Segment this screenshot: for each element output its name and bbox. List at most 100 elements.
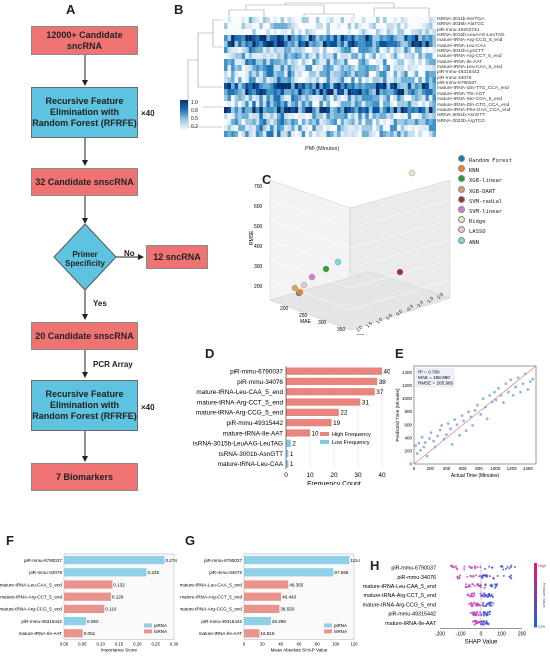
c-mae-tick: 300 [318, 320, 327, 326]
h-point [463, 565, 466, 568]
heatmap-xlabel: PMI (Minutes) [305, 146, 340, 152]
f-x-tick: 0.10 [96, 641, 105, 646]
c-z-tick: 0.0 [395, 308, 403, 316]
d-value-label: 19 [333, 420, 341, 427]
d-bar [286, 388, 375, 396]
d-legend-high: High Frequency [332, 432, 371, 438]
h-point [470, 594, 473, 597]
d-legend-swatch-high [320, 432, 329, 436]
h-point [459, 574, 462, 577]
heatmap-row-label: mature-tRNA-Gln-CTG_CCA_end [437, 102, 510, 108]
shap-bar-chart: piR-mmu-6790037 115.041 piR-mmu-34076 97.56… [180, 553, 360, 652]
e-point [504, 382, 508, 386]
d-x-tick: 20 [330, 472, 338, 479]
e-point [438, 428, 442, 432]
c-legend-label: KNN [469, 168, 479, 175]
heatmap-row-label: mature-tRNA-Gln-TTG_CCA_end [437, 86, 509, 92]
f-bar [64, 580, 113, 589]
h-point [476, 610, 479, 613]
h-point [479, 592, 482, 595]
c-z-tick: 1.5 [365, 320, 373, 328]
h-point [486, 596, 489, 599]
heatmap-row-label: tsRNA-3022b-ArgTCG [437, 118, 485, 124]
e-point [485, 417, 489, 421]
e-point [440, 424, 444, 427]
e-x-tick: 1000 [490, 466, 501, 471]
h-point [479, 574, 482, 577]
f-bar [64, 556, 165, 565]
d-category-label: piR-mmu-6790037 [230, 368, 283, 375]
repeat-label-1: ×40 [141, 109, 155, 118]
f-value-label: 0.132 [113, 582, 125, 587]
e-point [460, 414, 464, 418]
h-point [486, 610, 489, 613]
h-point [488, 602, 491, 605]
c-legend-dot [458, 165, 465, 173]
panel-letter-a: A [66, 2, 76, 17]
h-point [499, 565, 502, 568]
c-y-tick: 600 [254, 204, 263, 210]
g-category-label: piR-mmu-6790037 [204, 558, 242, 563]
h-point [478, 604, 481, 607]
h-point [479, 566, 482, 569]
f-value-label: 0.274 [165, 558, 177, 563]
h-point [456, 577, 459, 580]
heatmap-row-label: tsRNA-3031b-LysCTT [437, 49, 485, 55]
g-x-tick: 0 [243, 641, 246, 646]
h-category-label: mature-tRNA-Arg-CCG_5_end [363, 602, 436, 608]
e-stat: MAE = 158.990 [418, 375, 450, 380]
e-point [481, 397, 485, 401]
e-ylabel: Predicted Time (Minutes) [395, 388, 401, 442]
d-x-tick: 30 [354, 472, 362, 479]
e-point [479, 412, 483, 416]
e-point [471, 424, 474, 427]
d-bar [286, 408, 339, 416]
c-point [300, 281, 308, 289]
c-z-tick: -0.5 [405, 303, 414, 312]
h-point [478, 585, 481, 588]
d-value-label: 1 [290, 451, 294, 458]
h-point [458, 576, 461, 579]
h-point [469, 574, 472, 577]
d-category-label: tsRNA-3001b-AsnGTT [219, 451, 283, 458]
g-value-label: 48.355 [289, 582, 303, 587]
d-bar [286, 419, 332, 427]
g-x-tick: 40 [278, 641, 283, 646]
e-point [516, 376, 520, 380]
h-point [477, 613, 480, 616]
f-legend-swatch-ts [144, 629, 152, 634]
h-point [505, 567, 508, 570]
e-point [476, 403, 479, 407]
h-point [482, 595, 485, 598]
e-stats-box [415, 367, 455, 388]
c-point [296, 288, 304, 296]
h-point [510, 577, 513, 580]
heatmap-row-labels: tsRNA-3011b-SerTGA tsRNA-3036b-AlaTGC piR-… [437, 17, 510, 124]
repeat-label-2: ×40 [141, 403, 155, 412]
h-point [472, 575, 475, 578]
panel-letter-c: C [262, 172, 272, 187]
c-legend-label: LASSO [469, 229, 486, 236]
d-category-label: tsRNA-3015b-LeuAAG-LeuTAG [193, 441, 283, 448]
h-point [488, 593, 491, 596]
h-colorbar-low: Low [538, 624, 545, 628]
c-z-tick: 2.0 [355, 324, 363, 332]
g-x-tick: 100 [332, 641, 340, 646]
e-point [467, 410, 470, 414]
h-point [494, 586, 497, 589]
h-point [475, 622, 478, 625]
panel-letter-b: B [174, 2, 184, 17]
h-point [496, 575, 499, 578]
g-value-label: 97.566 [334, 570, 348, 575]
heatmap-row-label: mature-tRNA-Leu-CAA_5_end [437, 65, 503, 71]
c-y-tick: 300 [254, 264, 263, 270]
h-point [491, 595, 494, 598]
c-mae-tick: 250 [299, 313, 308, 319]
heatmap-row-label: mature-tRNA-Leu-CAA [437, 43, 487, 49]
g-bar [244, 568, 334, 577]
d-value-label: 31 [362, 399, 370, 406]
g-bar [244, 592, 282, 601]
d-bar [286, 429, 310, 437]
e-y-tick: 1000 [402, 396, 413, 401]
h-point [476, 566, 479, 569]
